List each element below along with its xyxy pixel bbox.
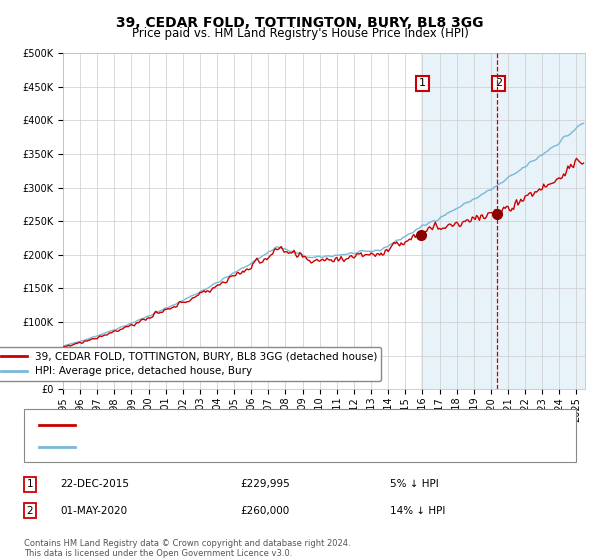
Text: 22-DEC-2015: 22-DEC-2015 (60, 479, 129, 489)
Text: 14% ↓ HPI: 14% ↓ HPI (390, 506, 445, 516)
Legend: 39, CEDAR FOLD, TOTTINGTON, BURY, BL8 3GG (detached house), HPI: Average price, : 39, CEDAR FOLD, TOTTINGTON, BURY, BL8 3G… (0, 347, 382, 381)
Text: HPI: Average price, detached house, Bury: HPI: Average price, detached house, Bury (81, 442, 284, 452)
Text: 2: 2 (495, 78, 502, 88)
Text: £229,995: £229,995 (240, 479, 290, 489)
Text: 39, CEDAR FOLD, TOTTINGTON, BURY, BL8 3GG: 39, CEDAR FOLD, TOTTINGTON, BURY, BL8 3G… (116, 16, 484, 30)
Text: Price paid vs. HM Land Registry's House Price Index (HPI): Price paid vs. HM Land Registry's House … (131, 27, 469, 40)
Text: Contains HM Land Registry data © Crown copyright and database right 2024.
This d: Contains HM Land Registry data © Crown c… (24, 539, 350, 558)
Text: 1: 1 (26, 479, 34, 489)
Text: 01-MAY-2020: 01-MAY-2020 (60, 506, 127, 516)
Text: 1: 1 (419, 78, 426, 88)
Text: 39, CEDAR FOLD, TOTTINGTON, BURY, BL8 3GG (detached house): 39, CEDAR FOLD, TOTTINGTON, BURY, BL8 3G… (81, 420, 403, 430)
Text: 2: 2 (26, 506, 34, 516)
Bar (421, 53, 587, 389)
Text: 5% ↓ HPI: 5% ↓ HPI (390, 479, 439, 489)
Text: £260,000: £260,000 (240, 506, 289, 516)
